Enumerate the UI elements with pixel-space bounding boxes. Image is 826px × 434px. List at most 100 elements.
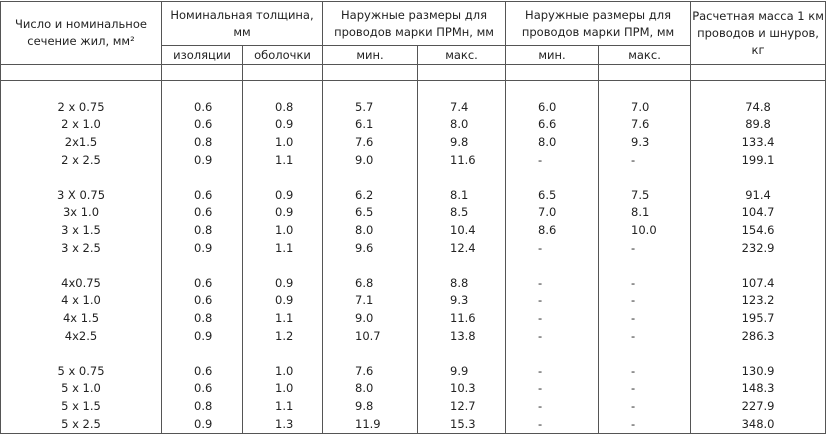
empty-cell [161,168,243,187]
value-cell: 8.0 [322,221,419,240]
value-cell: - [505,239,600,257]
cross-section-cell: 3x 1.0 [0,204,162,222]
value-cell: 5.7 [322,98,419,117]
value-cell: 8.5 [417,204,507,222]
data-row: 4x 1.5 0.8 1.1 9.0 11.6- -195.7 [0,309,826,328]
value-cell: 0.8 [161,133,243,152]
value-cell: 154.6 [690,221,826,240]
value-cell: - [505,309,600,328]
value-cell: 7.6 [322,133,419,152]
value-cell: - [598,292,692,310]
value-cell: 9.3 [417,292,507,310]
value-cell: 199.1 [690,151,826,169]
empty-cell [505,344,600,363]
value-cell: 1.3 [241,415,324,434]
value-cell: 0.9 [241,116,324,134]
empty-cell [322,344,419,363]
value-cell: 8.6 [505,221,600,240]
value-cell: 232.9 [690,239,826,257]
value-cell: - [505,362,600,381]
empty-cell [241,168,324,187]
value-cell: 6.5 [322,204,419,222]
value-cell: - [505,274,600,293]
cross-section-cell: 5 x 0.75 [0,362,162,381]
empty-cell [161,344,243,363]
data-row: 5 x 1.0 0.6 1.0 8.0 10.3- -148.3 [0,380,826,398]
value-cell: 9.0 [322,309,419,328]
cross-section-cell: 2 x 2.5 [0,151,162,169]
value-cell: 11.6 [417,309,507,328]
value-cell: 0.6 [161,362,243,381]
value-cell: 9.8 [322,397,419,416]
value-cell: 9.6 [322,239,419,257]
empty-cell [690,344,826,363]
value-cell: - [505,292,600,310]
cross-section-cell: 5 x 1.5 [0,397,162,416]
value-cell: 89.8 [690,116,826,134]
header-cell: Номинальная толщина, мм [160,1,324,46]
empty-cell [241,344,324,363]
empty-cell [598,168,692,187]
table-header: Число и номинальное сечение жил, мм² Ном… [0,1,826,81]
table-body: 2 x 0.75 0.6 0.8 5.7 7.4 6.0 7.0 74.8 2 x 1.0 0.6… [0,80,826,434]
empty-cell [417,80,507,99]
cross-section-cell: 4x0.75 [0,274,162,293]
data-row: 2x1.5 0.8 1.0 7.6 9.8 8.0 9.3 133.4 [0,133,826,152]
value-cell: 0.6 [161,380,243,398]
value-cell: 8.1 [417,186,507,205]
value-cell: 8.0 [505,133,600,152]
empty-cell [0,168,162,187]
value-cell: 7.0 [505,204,600,222]
data-row: 4 x 1.0 0.6 0.9 7.1 9.3- -123.2 [0,292,826,310]
cross-section-cell: 3 x 1.5 [0,221,162,240]
value-cell: 74.8 [690,98,826,117]
value-cell: 0.9 [161,415,243,434]
value-cell: 0.8 [161,221,243,240]
empty-cell [161,80,243,99]
empty-cell [0,256,162,275]
value-cell: - [598,415,692,434]
value-cell: 1.2 [241,327,324,345]
blank-row [0,344,826,363]
empty-cell [598,256,692,275]
empty-cell [322,256,419,275]
cross-section-cell: 2 x 1.0 [0,116,162,134]
value-cell: 9.0 [322,151,419,169]
empty-cell [598,80,692,99]
value-cell: 123.2 [690,292,826,310]
header-cell: мин. [322,45,419,65]
value-cell: 9.8 [417,133,507,152]
value-cell: 10.3 [417,380,507,398]
data-row: 2 x 0.75 0.6 0.8 5.7 7.4 6.0 7.0 74.8 [0,98,826,117]
value-cell: 0.9 [161,327,243,345]
value-cell: 0.8 [241,98,324,117]
empty-cell [505,256,600,275]
value-cell: - [505,397,600,416]
value-cell: 8.0 [322,380,419,398]
cross-section-cell: 5 x 1.0 [0,380,162,398]
value-cell: 9.9 [417,362,507,381]
empty-cell [598,344,692,363]
value-cell: 0.9 [161,239,243,257]
value-cell: - [505,151,600,169]
value-cell: 148.3 [690,380,826,398]
value-cell: 7.0 [598,98,692,117]
empty-cell [161,256,243,275]
blank-row [0,80,826,99]
header-cell: Расчетная масса 1 км проводов и шнуров, … [690,1,826,65]
header-cell: оболочки [241,45,324,65]
empty-cell [690,80,826,99]
data-row: 5 x 1.5 0.8 1.1 9.8 12.7- -227.9 [0,397,826,416]
value-cell: 107.4 [690,274,826,293]
value-cell: - [598,362,692,381]
value-cell: 8.8 [417,274,507,293]
value-cell: 10.7 [322,327,419,345]
value-cell: 1.1 [241,239,324,257]
value-cell: 1.0 [241,380,324,398]
value-cell: 0.9 [241,204,324,222]
value-cell: 6.6 [505,116,600,134]
value-cell: 6.0 [505,98,600,117]
value-cell: 0.6 [161,292,243,310]
value-cell: 348.0 [690,415,826,434]
value-cell: 1.1 [241,397,324,416]
